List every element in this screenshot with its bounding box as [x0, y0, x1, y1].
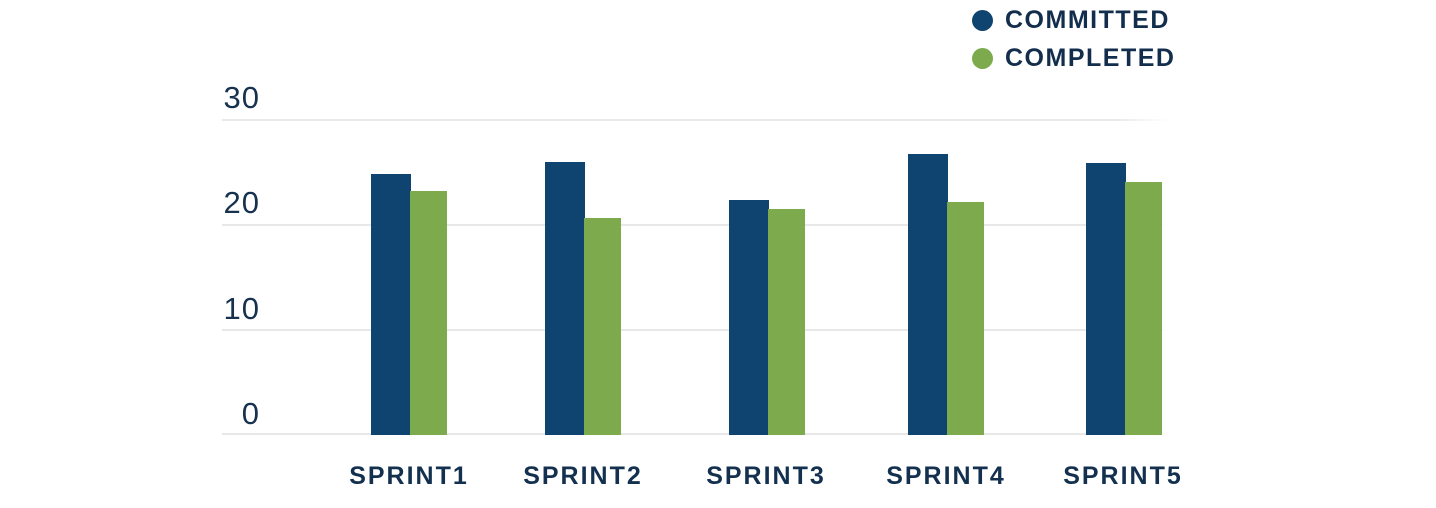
bar-committed-sprint5 [1086, 163, 1126, 435]
legend-committed-dot-icon [972, 10, 993, 31]
y-tick-0: 0 [241, 396, 260, 431]
x-label-sprint1: SPRINT1 [349, 462, 469, 490]
legend-completed-dot-icon [972, 48, 993, 69]
gridline-20 [222, 224, 1170, 226]
bar-committed-sprint3 [729, 200, 769, 435]
gridline-30 [222, 119, 1170, 121]
x-label-sprint5: SPRINT5 [1063, 462, 1183, 490]
gridline-0 [222, 433, 1170, 435]
bar-completed-sprint1 [410, 191, 447, 435]
bar-completed-sprint3 [768, 209, 805, 435]
legend: COMMITTED COMPLETED [972, 6, 1175, 73]
bar-committed-sprint4 [908, 154, 948, 435]
bar-completed-sprint4 [947, 202, 984, 435]
x-label-sprint3: SPRINT3 [706, 462, 826, 490]
bar-committed-sprint2 [545, 162, 585, 435]
y-tick-20: 20 [223, 185, 260, 220]
bar-completed-sprint5 [1125, 182, 1162, 435]
bar-completed-sprint2 [584, 218, 621, 435]
legend-item-committed: COMMITTED [972, 6, 1175, 35]
gridline-10 [222, 329, 1170, 331]
bar-committed-sprint1 [371, 174, 411, 435]
y-tick-30: 30 [223, 80, 260, 115]
legend-item-completed: COMPLETED [972, 44, 1175, 73]
legend-completed-label: COMPLETED [1005, 44, 1176, 72]
plot-area [222, 119, 1170, 435]
y-tick-10: 10 [223, 291, 260, 326]
x-label-sprint4: SPRINT4 [886, 462, 1006, 490]
x-label-sprint2: SPRINT2 [523, 462, 643, 490]
legend-committed-label: COMMITTED [1005, 6, 1170, 34]
